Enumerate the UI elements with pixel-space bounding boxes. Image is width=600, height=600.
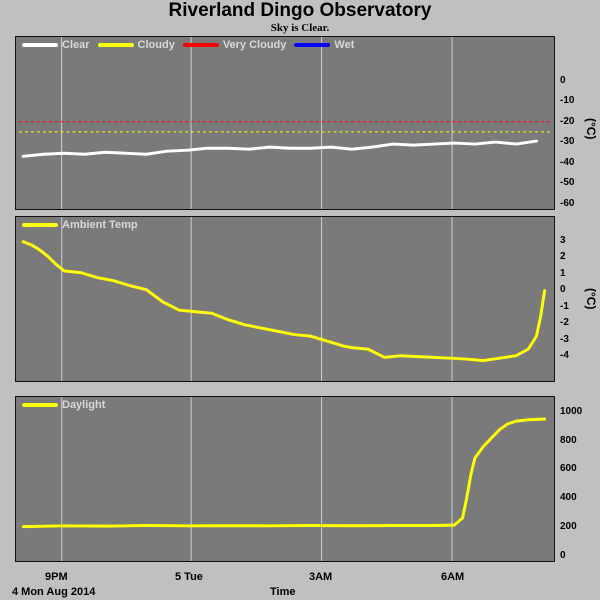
- y-tick-label: 800: [560, 434, 577, 446]
- sky-temperature-chart: [19, 37, 553, 209]
- y-tick-label: -3: [560, 333, 569, 345]
- legend-label-daylight: Daylight: [62, 399, 106, 411]
- legend-item-daylight: Daylight: [22, 399, 105, 411]
- legend-swatch-wet: [294, 43, 331, 47]
- legend-label-cloudy: Cloudy: [137, 39, 175, 51]
- y-tick-label: -2: [560, 317, 569, 329]
- y-tick-label: 1000: [560, 405, 583, 417]
- y-tick-label: 0: [560, 74, 566, 86]
- y-tick-label: -20: [560, 115, 575, 127]
- y-tick-label: 3: [560, 234, 566, 246]
- y-tick-label: 200: [560, 521, 577, 533]
- series-line-clear: [21, 139, 539, 158]
- legend-swatch-cloudy: [97, 43, 134, 47]
- daylight-chart: [21, 397, 547, 561]
- legend-item-ambient-temp: Ambient Temp: [22, 219, 138, 231]
- legend-item-cloudy: Cloudy: [97, 39, 175, 51]
- daylight-panel: Daylight: [15, 396, 555, 562]
- legend-swatch-daylight: [22, 403, 58, 407]
- legend-label-clear: Clear: [62, 39, 90, 51]
- y-tick-label: -4: [560, 350, 569, 362]
- legend-item-wet: Wet: [294, 39, 354, 51]
- y-tick-label: -1: [560, 300, 569, 312]
- sky-legend: Clear Cloudy Very Cloudy Wet: [22, 39, 362, 51]
- page-title: Riverland Dingo Observatory: [168, 0, 432, 21]
- y-tick-label: 0: [560, 284, 566, 296]
- ambient-temp-chart: [21, 217, 547, 381]
- legend-label-wet: Wet: [334, 39, 355, 51]
- legend-item-clear: Clear: [22, 39, 90, 51]
- y-tick-label: -40: [560, 156, 575, 168]
- ambient-temp-panel: Ambient Temp: [15, 216, 555, 382]
- sky-status: Sky is Clear.: [270, 22, 330, 34]
- daylight-legend: Daylight: [22, 399, 113, 411]
- y-tick-label: -10: [560, 95, 575, 107]
- x-tick-6am: 6AM: [441, 571, 465, 583]
- series-line-daylight: [21, 417, 547, 529]
- series-line-ambient-temp: [21, 240, 547, 363]
- y-tick-label: 0: [560, 550, 566, 561]
- date-label: 4 Mon Aug 2014: [12, 586, 96, 598]
- y-tick-label: -30: [560, 136, 575, 148]
- x-tick-5-tue: 5 Tue: [175, 571, 203, 583]
- y-tick-label: 600: [560, 463, 577, 475]
- y-unit-label: (°C): [584, 288, 598, 310]
- y-tick-label: 400: [560, 492, 577, 504]
- legend-swatch-ambient-temp: [22, 223, 58, 227]
- y-tick-label: -60: [560, 198, 575, 209]
- y-tick-label: 1: [560, 267, 566, 279]
- y-tick-label: 2: [560, 251, 566, 263]
- x-tick-9pm: 9PM: [45, 571, 68, 583]
- x-axis-title: Time: [270, 586, 296, 598]
- x-tick-3am: 3AM: [309, 571, 333, 583]
- legend-swatch-clear: [22, 43, 58, 47]
- y-tick-label: -50: [560, 177, 575, 189]
- legend-label-ambient-temp: Ambient Temp: [62, 219, 138, 231]
- legend-label-very-cloudy: Very Cloudy: [222, 39, 287, 51]
- y-unit-label: (°C): [584, 118, 598, 140]
- sky-temperature-panel: Clear Cloudy Very Cloudy Wet: [15, 36, 555, 210]
- legend-item-very-cloudy: Very Cloudy: [182, 39, 287, 51]
- ambient-legend: Ambient Temp: [22, 219, 146, 231]
- legend-swatch-very-cloudy: [182, 43, 219, 47]
